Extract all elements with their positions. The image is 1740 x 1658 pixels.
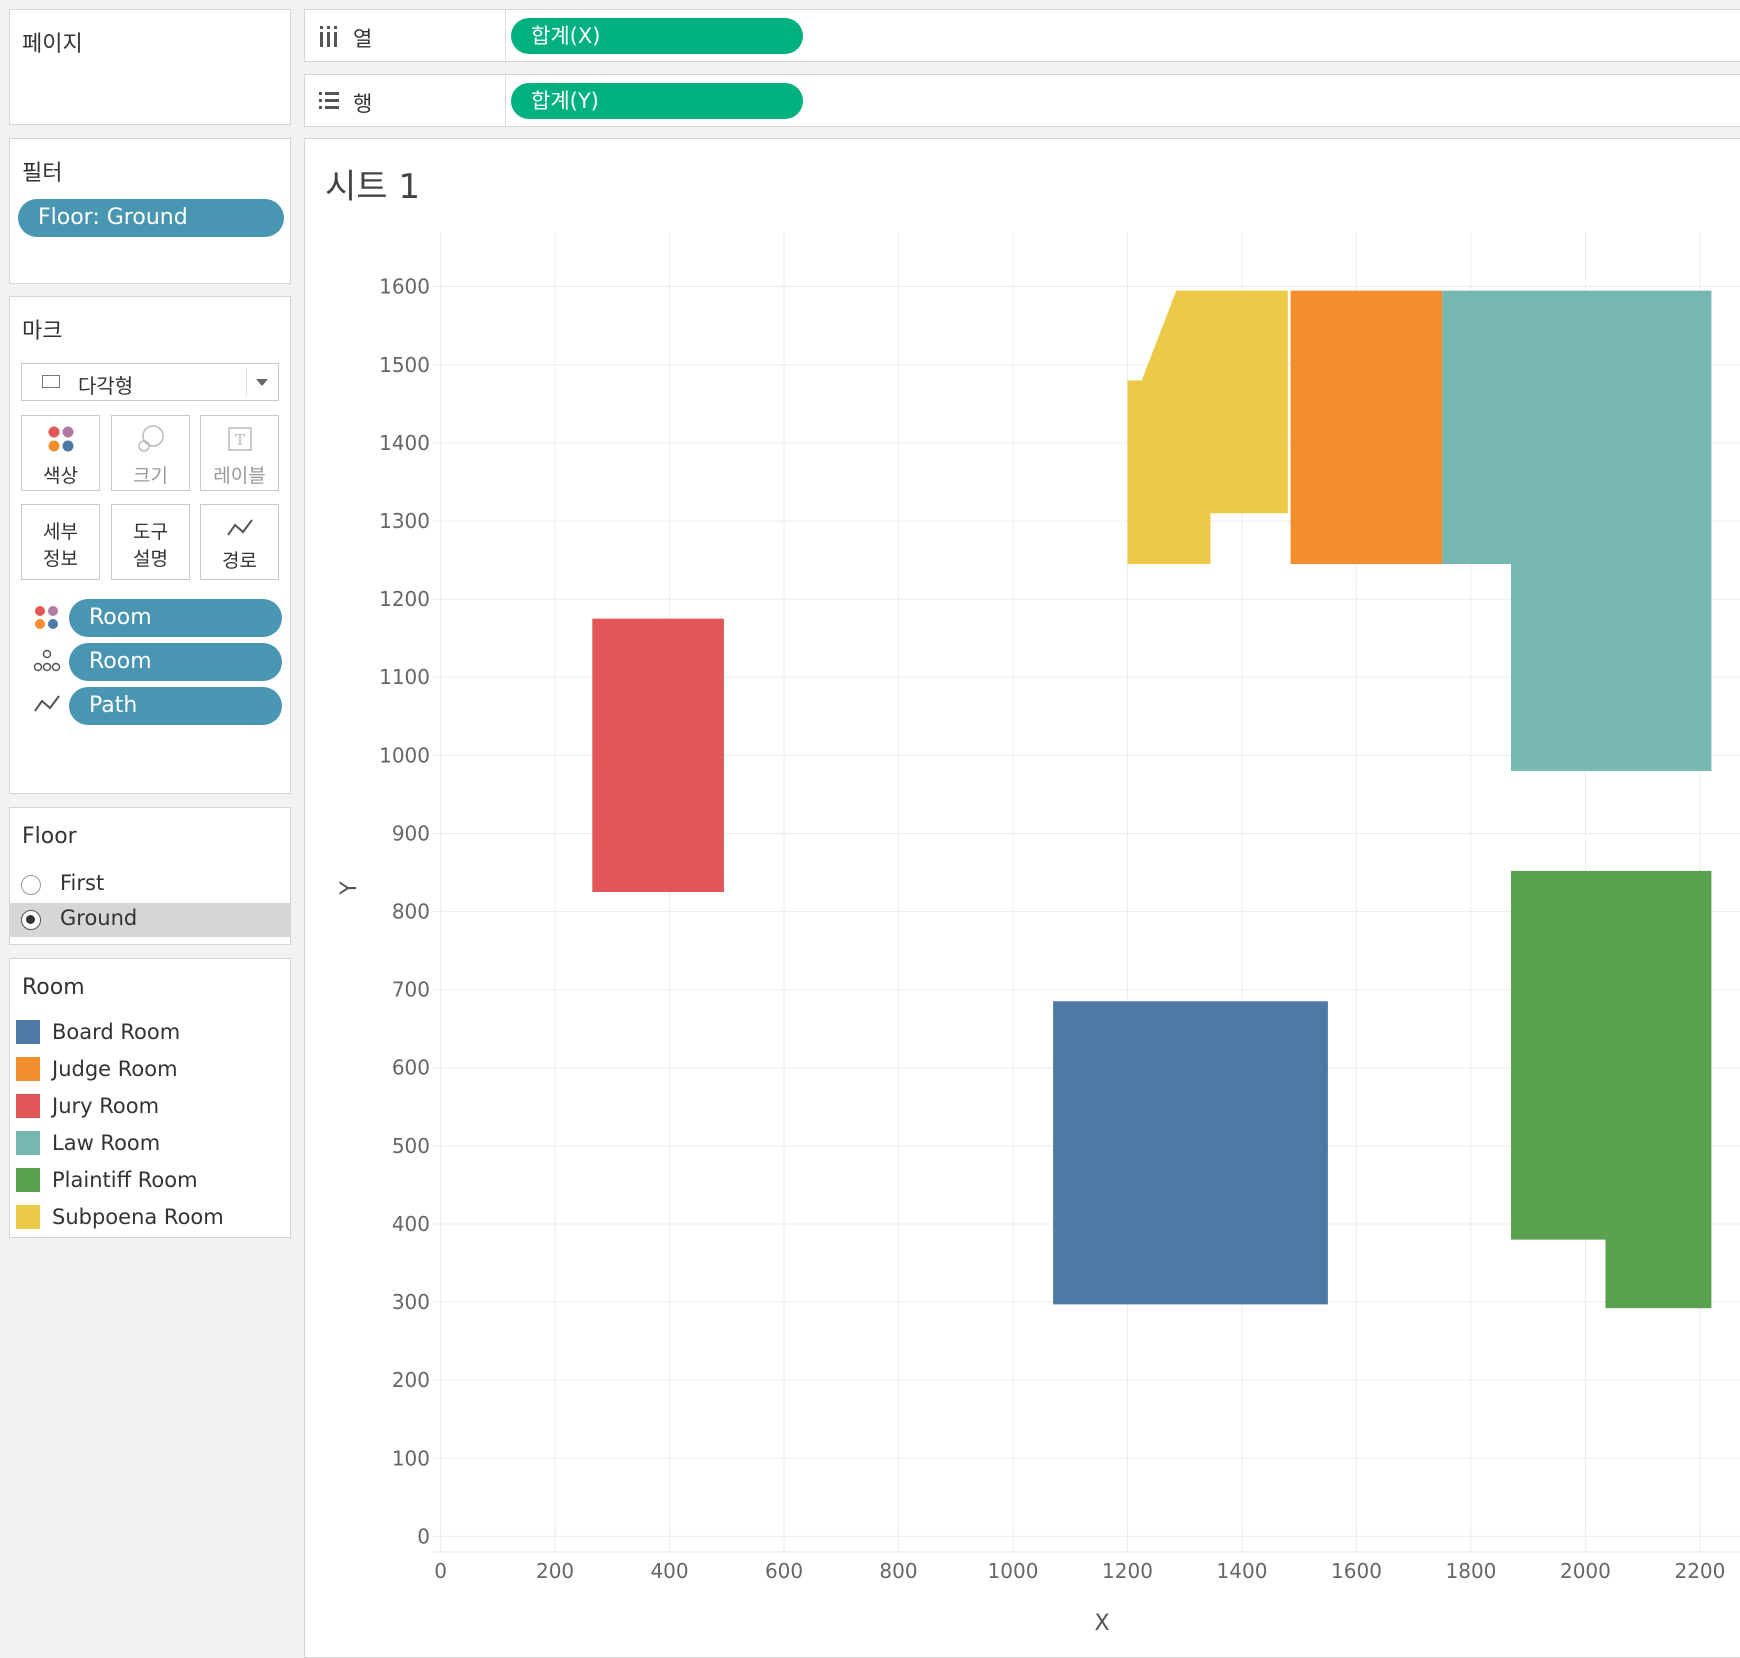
- legend-item[interactable]: Board Room: [16, 1017, 286, 1047]
- filter-pill-floor[interactable]: Floor: Ground: [18, 199, 284, 237]
- columns-pill-sum-x[interactable]: 합계(X): [511, 18, 803, 54]
- tooltip-button-label-1: 도구: [133, 521, 168, 543]
- columns-shelf-label: 열: [353, 27, 373, 51]
- size-button[interactable]: 크기: [111, 415, 190, 491]
- legend-swatch: [16, 1205, 40, 1229]
- legend-label: Board Room: [52, 1020, 181, 1044]
- marks-pill-path[interactable]: Path: [69, 687, 282, 725]
- room-polygon[interactable]: Plaintiff Room: [1511, 870, 1712, 1309]
- color-button-label: 색상: [43, 465, 78, 487]
- path-icon: [34, 695, 60, 712]
- pages-panel[interactable]: 페이지: [9, 9, 291, 125]
- detail-icon: [33, 649, 61, 672]
- columns-shelf[interactable]: 열 합계(X): [304, 9, 1740, 63]
- room-polygon[interactable]: Jury Room: [592, 618, 724, 892]
- legend-swatch: [16, 1020, 40, 1044]
- polygon-icon: [42, 375, 60, 388]
- marks-pill-color-room[interactable]: Room: [69, 599, 282, 637]
- marks-panel: 마크 다각형 색상 크기 T 레이블 세부 정보 도구 설명: [9, 296, 291, 794]
- path-icon: [226, 519, 253, 536]
- marks-panel-title: 마크: [22, 319, 63, 344]
- room-polygon[interactable]: Judge Room: [1290, 290, 1443, 564]
- legend-swatch: [16, 1131, 40, 1155]
- mark-type-value: 다각형: [78, 374, 134, 398]
- detail-button-label-2: 정보: [43, 548, 78, 570]
- top-strip: [0, 0, 1740, 6]
- room-legend-title: Room: [22, 975, 85, 1000]
- filters-panel-title: 필터: [22, 161, 63, 186]
- marks-pill-detail-room[interactable]: Room: [69, 643, 282, 681]
- tooltip-button[interactable]: 도구 설명: [111, 504, 190, 580]
- legend-item[interactable]: Subpoena Room: [16, 1202, 286, 1232]
- path-button-label: 경로: [222, 550, 257, 572]
- columns-icon: [320, 26, 337, 47]
- path-button[interactable]: 경로: [200, 504, 279, 580]
- legend-label: Law Room: [52, 1131, 161, 1155]
- room-legend: Room Board Room Judge Room Jury Room Law Ro…: [9, 958, 291, 1238]
- label-button-label: 레이블: [213, 465, 266, 487]
- color-icon: [35, 606, 58, 629]
- floor-option-ground[interactable]: Ground: [10, 903, 290, 937]
- legend-item[interactable]: Jury Room: [16, 1091, 286, 1121]
- legend-label: Subpoena Room: [52, 1205, 224, 1229]
- rows-pill-sum-y[interactable]: 합계(Y): [511, 83, 803, 119]
- floor-option-first-label: First: [60, 871, 105, 895]
- tooltip-button-label-2: 설명: [133, 548, 168, 570]
- legend-item[interactable]: Judge Room: [16, 1054, 286, 1084]
- rows-icon: [319, 92, 339, 109]
- pages-panel-title: 페이지: [22, 32, 83, 57]
- filters-panel[interactable]: 필터 Floor: Ground: [9, 138, 291, 284]
- mark-type-dropdown[interactable]: 다각형: [21, 363, 279, 401]
- color-button[interactable]: 색상: [21, 415, 100, 491]
- dropdown-divider: [246, 368, 247, 396]
- floor-option-first[interactable]: First: [10, 868, 290, 902]
- radio-unselected-icon: [21, 875, 41, 895]
- legend-label: Judge Room: [52, 1057, 178, 1081]
- size-icon: [137, 425, 164, 452]
- rows-shelf[interactable]: 행 합계(Y): [304, 74, 1740, 128]
- size-button-label: 크기: [133, 465, 168, 487]
- legend-label: Plaintiff Room: [52, 1168, 198, 1192]
- shelf-divider: [505, 75, 506, 128]
- legend-label: Jury Room: [52, 1094, 160, 1118]
- detail-button[interactable]: 세부 정보: [21, 504, 100, 580]
- room-polygon[interactable]: Subpoena Room: [1127, 290, 1288, 564]
- label-button[interactable]: T 레이블: [200, 415, 279, 491]
- svg-text:T: T: [234, 431, 244, 449]
- legend-swatch: [16, 1094, 40, 1118]
- text-label-icon: T: [227, 427, 252, 451]
- shelf-divider: [505, 10, 506, 63]
- legend-swatch: [16, 1057, 40, 1081]
- legend-swatch: [16, 1168, 40, 1192]
- color-icon: [48, 426, 73, 452]
- room-polygon[interactable]: Board Room: [1053, 1001, 1328, 1305]
- legend-item[interactable]: Law Room: [16, 1128, 286, 1158]
- floor-filter-title: Floor: [22, 824, 77, 849]
- room-polygon[interactable]: Law Room: [1442, 290, 1712, 771]
- legend-item[interactable]: Plaintiff Room: [16, 1165, 286, 1195]
- rows-shelf-label: 행: [353, 92, 373, 116]
- floor-filter-card: Floor First Ground: [9, 807, 291, 945]
- detail-button-label-1: 세부: [43, 521, 78, 543]
- chevron-down-icon: [256, 379, 268, 386]
- radio-selected-icon: [21, 910, 41, 930]
- sheet-title: 시트 1: [325, 167, 420, 207]
- floor-option-ground-label: Ground: [60, 906, 138, 930]
